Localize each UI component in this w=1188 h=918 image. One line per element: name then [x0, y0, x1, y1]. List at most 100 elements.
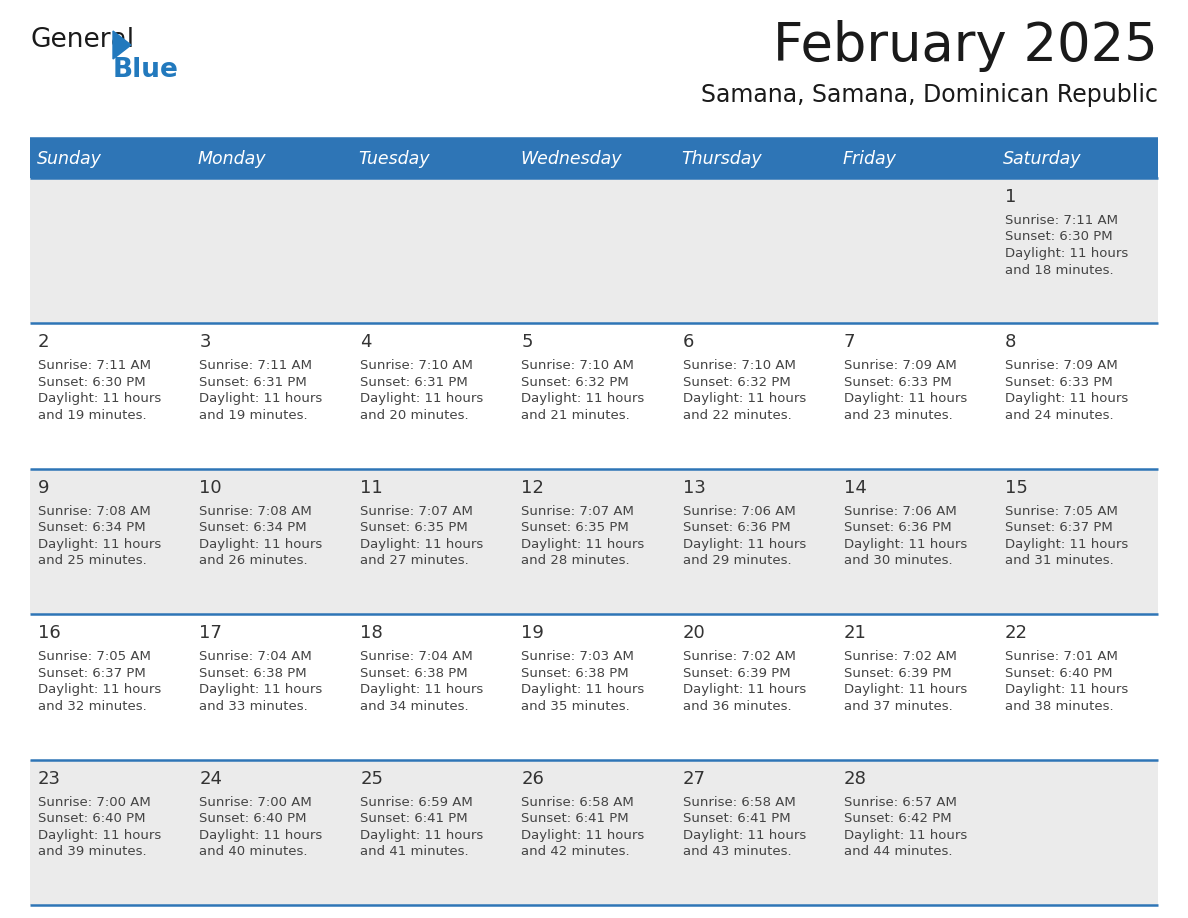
Text: February 2025: February 2025 — [773, 20, 1158, 72]
Text: Sunrise: 6:58 AM: Sunrise: 6:58 AM — [683, 796, 796, 809]
Text: 22: 22 — [1005, 624, 1028, 643]
Text: Sunrise: 7:10 AM: Sunrise: 7:10 AM — [360, 360, 473, 373]
Text: Sunset: 6:41 PM: Sunset: 6:41 PM — [360, 812, 468, 825]
Text: Sunrise: 6:58 AM: Sunrise: 6:58 AM — [522, 796, 634, 809]
Text: Sunset: 6:35 PM: Sunset: 6:35 PM — [522, 521, 630, 534]
Text: and 24 minutes.: and 24 minutes. — [1005, 409, 1113, 422]
Text: Daylight: 11 hours: Daylight: 11 hours — [522, 829, 645, 842]
Text: and 30 minutes.: and 30 minutes. — [843, 554, 953, 567]
Bar — [30, 323, 1158, 469]
Text: and 43 minutes.: and 43 minutes. — [683, 845, 791, 858]
Text: Sunset: 6:34 PM: Sunset: 6:34 PM — [200, 521, 307, 534]
Text: Sunset: 6:41 PM: Sunset: 6:41 PM — [683, 812, 790, 825]
Text: Daylight: 11 hours: Daylight: 11 hours — [683, 829, 805, 842]
Text: Sunrise: 6:57 AM: Sunrise: 6:57 AM — [843, 796, 956, 809]
Text: Sunrise: 7:09 AM: Sunrise: 7:09 AM — [1005, 360, 1118, 373]
Text: and 19 minutes.: and 19 minutes. — [200, 409, 308, 422]
Text: Daylight: 11 hours: Daylight: 11 hours — [360, 683, 484, 696]
Text: 14: 14 — [843, 479, 867, 497]
Text: Sunrise: 7:06 AM: Sunrise: 7:06 AM — [683, 505, 796, 518]
Text: Sunset: 6:30 PM: Sunset: 6:30 PM — [38, 375, 146, 389]
Text: Daylight: 11 hours: Daylight: 11 hours — [1005, 538, 1129, 551]
Text: Blue: Blue — [113, 57, 179, 83]
Text: Sunrise: 7:08 AM: Sunrise: 7:08 AM — [38, 505, 151, 518]
Text: 28: 28 — [843, 769, 867, 788]
Text: Sunrise: 7:02 AM: Sunrise: 7:02 AM — [683, 650, 796, 663]
Text: and 41 minutes.: and 41 minutes. — [360, 845, 469, 858]
Text: Sunset: 6:35 PM: Sunset: 6:35 PM — [360, 521, 468, 534]
Text: Sunset: 6:36 PM: Sunset: 6:36 PM — [843, 521, 952, 534]
Text: Sunrise: 7:01 AM: Sunrise: 7:01 AM — [1005, 650, 1118, 663]
Text: 26: 26 — [522, 769, 544, 788]
Text: Sunrise: 6:59 AM: Sunrise: 6:59 AM — [360, 796, 473, 809]
Bar — [30, 614, 1158, 759]
Text: Sunset: 6:32 PM: Sunset: 6:32 PM — [522, 375, 630, 389]
Text: Saturday: Saturday — [1004, 150, 1082, 168]
Text: Daylight: 11 hours: Daylight: 11 hours — [1005, 683, 1129, 696]
Text: and 20 minutes.: and 20 minutes. — [360, 409, 469, 422]
Text: and 25 minutes.: and 25 minutes. — [38, 554, 147, 567]
Text: and 29 minutes.: and 29 minutes. — [683, 554, 791, 567]
Text: 20: 20 — [683, 624, 706, 643]
Text: Daylight: 11 hours: Daylight: 11 hours — [360, 538, 484, 551]
Text: and 35 minutes.: and 35 minutes. — [522, 700, 631, 712]
Text: 5: 5 — [522, 333, 533, 352]
Text: Sunset: 6:34 PM: Sunset: 6:34 PM — [38, 521, 146, 534]
Text: Daylight: 11 hours: Daylight: 11 hours — [360, 392, 484, 406]
Text: 23: 23 — [38, 769, 61, 788]
Text: and 32 minutes.: and 32 minutes. — [38, 700, 147, 712]
Text: Sunrise: 7:06 AM: Sunrise: 7:06 AM — [843, 505, 956, 518]
Text: General: General — [30, 27, 134, 53]
Text: and 38 minutes.: and 38 minutes. — [1005, 700, 1113, 712]
Text: Sunset: 6:38 PM: Sunset: 6:38 PM — [200, 666, 307, 679]
Text: Daylight: 11 hours: Daylight: 11 hours — [38, 538, 162, 551]
Text: and 23 minutes.: and 23 minutes. — [843, 409, 953, 422]
Text: Daylight: 11 hours: Daylight: 11 hours — [843, 392, 967, 406]
Text: and 44 minutes.: and 44 minutes. — [843, 845, 953, 858]
Text: Sunrise: 7:11 AM: Sunrise: 7:11 AM — [1005, 214, 1118, 227]
Text: Sunset: 6:36 PM: Sunset: 6:36 PM — [683, 521, 790, 534]
Text: and 19 minutes.: and 19 minutes. — [38, 409, 146, 422]
Text: 11: 11 — [360, 479, 383, 497]
Text: Sunset: 6:39 PM: Sunset: 6:39 PM — [683, 666, 790, 679]
Text: Sunrise: 7:09 AM: Sunrise: 7:09 AM — [843, 360, 956, 373]
Bar — [30, 469, 1158, 614]
Text: Friday: Friday — [842, 150, 896, 168]
Text: 13: 13 — [683, 479, 706, 497]
Text: 24: 24 — [200, 769, 222, 788]
Text: and 40 minutes.: and 40 minutes. — [200, 845, 308, 858]
Text: Sunrise: 7:00 AM: Sunrise: 7:00 AM — [38, 796, 151, 809]
Text: Sunday: Sunday — [37, 150, 101, 168]
Text: and 42 minutes.: and 42 minutes. — [522, 845, 630, 858]
Text: Daylight: 11 hours: Daylight: 11 hours — [522, 538, 645, 551]
Text: Daylight: 11 hours: Daylight: 11 hours — [200, 829, 322, 842]
Text: 19: 19 — [522, 624, 544, 643]
Text: Daylight: 11 hours: Daylight: 11 hours — [843, 829, 967, 842]
Text: 6: 6 — [683, 333, 694, 352]
Text: 8: 8 — [1005, 333, 1016, 352]
Text: Daylight: 11 hours: Daylight: 11 hours — [843, 538, 967, 551]
Text: Daylight: 11 hours: Daylight: 11 hours — [38, 829, 162, 842]
Text: Thursday: Thursday — [681, 150, 762, 168]
Text: Daylight: 11 hours: Daylight: 11 hours — [683, 392, 805, 406]
Text: Daylight: 11 hours: Daylight: 11 hours — [522, 683, 645, 696]
Text: Sunrise: 7:04 AM: Sunrise: 7:04 AM — [200, 650, 312, 663]
Text: Sunrise: 7:05 AM: Sunrise: 7:05 AM — [38, 650, 151, 663]
Text: Sunrise: 7:10 AM: Sunrise: 7:10 AM — [522, 360, 634, 373]
Text: Sunset: 6:32 PM: Sunset: 6:32 PM — [683, 375, 790, 389]
Text: 9: 9 — [38, 479, 50, 497]
Text: Daylight: 11 hours: Daylight: 11 hours — [1005, 392, 1129, 406]
Text: Sunset: 6:31 PM: Sunset: 6:31 PM — [200, 375, 307, 389]
Text: Sunset: 6:42 PM: Sunset: 6:42 PM — [843, 812, 952, 825]
Text: and 31 minutes.: and 31 minutes. — [1005, 554, 1113, 567]
Text: Daylight: 11 hours: Daylight: 11 hours — [843, 683, 967, 696]
Text: Sunset: 6:40 PM: Sunset: 6:40 PM — [200, 812, 307, 825]
Text: 10: 10 — [200, 479, 222, 497]
Text: Daylight: 11 hours: Daylight: 11 hours — [38, 392, 162, 406]
Text: and 28 minutes.: and 28 minutes. — [522, 554, 630, 567]
Polygon shape — [113, 31, 131, 59]
Text: 16: 16 — [38, 624, 61, 643]
Text: 3: 3 — [200, 333, 210, 352]
Text: 4: 4 — [360, 333, 372, 352]
Text: Sunrise: 7:10 AM: Sunrise: 7:10 AM — [683, 360, 796, 373]
